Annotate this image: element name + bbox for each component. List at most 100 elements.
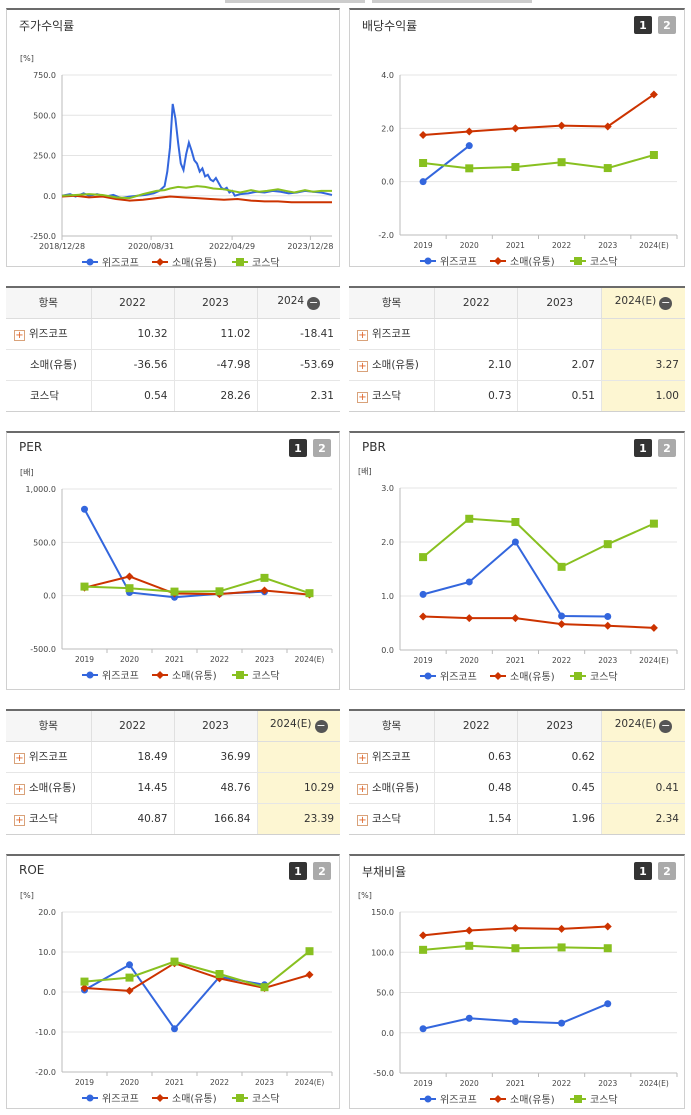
legend-item-retail: 소매(유통) — [152, 1093, 217, 1105]
legend-label: 위즈코프 — [440, 1093, 477, 1106]
view-2-button[interactable]: 2 — [658, 862, 676, 880]
legend-label: 소매(유통) — [172, 1093, 217, 1105]
y-tick-label: 500.0 — [33, 111, 56, 120]
legend-item-wizcorp: 위즈코프 — [420, 670, 477, 683]
expand-icon[interactable]: + — [357, 784, 368, 795]
collapse-icon[interactable]: − — [659, 296, 673, 311]
legend-marker — [156, 258, 164, 266]
y-tick-label: 1.0 — [381, 592, 394, 601]
legend-marker — [236, 671, 244, 679]
view-2-button[interactable]: 2 — [658, 439, 676, 457]
data-point-kosdaq — [465, 941, 474, 950]
per-chart: [배] 1,000.0 500.0 0.0 -500.0 2019 2020 2021 2022… — [20, 468, 333, 682]
data-point-retail — [125, 572, 134, 581]
legend-label: 코스닥 — [252, 257, 280, 267]
x-tick-label: 2023 — [598, 656, 617, 665]
table-row: + 소매(유통) 14.45 48.76 10.29 — [6, 772, 340, 804]
data-point-retail — [125, 986, 134, 995]
view-1-button[interactable]: 1 — [634, 862, 652, 880]
data-point-retail — [511, 124, 520, 133]
legend-item-wizcorp: 위즈코프 — [420, 255, 477, 267]
expand-icon[interactable]: + — [14, 784, 25, 795]
column-header-year: 2022 — [433, 711, 518, 742]
series-line-wizcorp — [422, 1002, 609, 1030]
legend-marker — [236, 1094, 244, 1102]
series-line-retail — [423, 93, 655, 136]
expand-icon[interactable]: + — [14, 330, 25, 341]
y-tick-label: 0.0 — [381, 646, 394, 655]
value-cell: 2.31 — [256, 380, 340, 411]
expand-icon[interactable]: + — [357, 330, 368, 341]
view-2-button[interactable]: 2 — [313, 862, 331, 880]
series-line-wizcorp — [84, 963, 265, 1031]
y-tick-label: 20.0 — [38, 908, 56, 917]
value-cell: 166.84 — [173, 803, 257, 834]
data-point-wizcorp — [511, 1017, 519, 1025]
x-tick-label: 2024(E) — [295, 1078, 325, 1087]
panel-title: PBR — [362, 440, 386, 454]
x-tick-label: 2022 — [210, 1078, 229, 1087]
view-2-button[interactable]: 2 — [658, 16, 676, 34]
x-tick-label: 2020 — [120, 655, 139, 664]
x-tick-label: 2022 — [552, 1079, 571, 1088]
series-line-kosdaq — [84, 950, 311, 989]
column-header-year: 2024− — [256, 288, 340, 319]
view-1-button[interactable]: 1 — [634, 16, 652, 34]
legend-item-retail: 소매(유통) — [490, 1094, 555, 1106]
collapse-icon[interactable]: − — [659, 719, 673, 734]
data-point-retail — [419, 131, 428, 139]
series-line-wizcorp — [422, 540, 608, 618]
data-point-wizcorp — [604, 613, 612, 621]
data-point-kosdaq — [557, 562, 566, 571]
value-cell: 0.51 — [517, 380, 602, 411]
collapse-icon[interactable]: − — [314, 719, 328, 734]
column-header-year: 2022 — [433, 288, 518, 319]
y-axis-unit: [배] — [20, 468, 34, 477]
data-point-kosdaq — [557, 158, 566, 167]
legend-label: 코스닥 — [252, 1093, 280, 1105]
expand-icon[interactable]: + — [357, 361, 368, 372]
expand-icon[interactable]: + — [357, 815, 368, 827]
x-tick-label: 2020 — [460, 1079, 479, 1088]
column-header-year: 2024(E) − — [256, 711, 340, 742]
expand-icon[interactable]: + — [14, 815, 25, 827]
y-tick-label: -50.0 — [373, 1069, 394, 1078]
data-table: 항목 2022 2023 2024(E) − + 위즈코프 + 소매(유통) 2.10 2.07 3.… — [349, 288, 685, 411]
data-point-kosdaq — [649, 151, 658, 159]
data-point-kosdaq — [170, 587, 179, 596]
data-table: 항목 2022 2023 2024(E) − + 위즈코프 18.49 36.99 + 소매(유통)… — [6, 711, 340, 834]
row-label: 코스닥 — [30, 390, 59, 403]
view-2-button[interactable]: 2 — [313, 439, 331, 457]
y-tick-label: 0.0 — [43, 192, 56, 201]
data-table: 항목 2022 2023 2024− + 위즈코프 10.32 11.02 -18.41 소매(유… — [6, 288, 340, 411]
table-row: + 위즈코프 10.32 11.02 -18.41 — [6, 318, 340, 350]
data-point-kosdaq — [419, 553, 428, 562]
data-point-kosdaq — [125, 973, 134, 982]
dividend-yield-chart: 4.0 2.0 0.0 -2.0 2019 2020 2021 2022 2023 2024(E)… — [378, 71, 678, 267]
expand-icon[interactable]: + — [357, 392, 368, 404]
collapse-icon[interactable]: − — [307, 296, 321, 311]
row-label-cell: + 소매(유통) — [6, 772, 91, 804]
column-header-item: 항목 — [349, 711, 435, 742]
x-tick-label: 2023 — [255, 655, 274, 664]
legend-item-kosdaq: 코스닥 — [570, 1094, 618, 1106]
x-tick-label: 2024(E) — [639, 241, 669, 250]
x-tick-label: 2019 — [414, 656, 433, 665]
data-point-retail — [419, 931, 428, 940]
series-line-retail — [84, 575, 310, 596]
expand-icon[interactable]: + — [357, 753, 368, 764]
legend-label: 코스닥 — [590, 671, 618, 683]
view-1-button[interactable]: 1 — [289, 439, 307, 457]
view-1-button[interactable]: 1 — [634, 439, 652, 457]
legend-item-retail: 소매(유통) — [490, 256, 555, 267]
table-row: + 코스닥 0.73 0.51 1.00 — [349, 380, 685, 411]
y-tick-label: -250.0 — [30, 232, 56, 241]
x-tick-label: 2023 — [598, 241, 617, 250]
expand-icon[interactable]: + — [14, 753, 25, 764]
y-tick-label: 500.0 — [33, 538, 56, 547]
view-1-button[interactable]: 1 — [289, 862, 307, 880]
data-point-kosdaq — [419, 159, 428, 167]
row-label-cell: + 코스닥 — [6, 803, 91, 834]
